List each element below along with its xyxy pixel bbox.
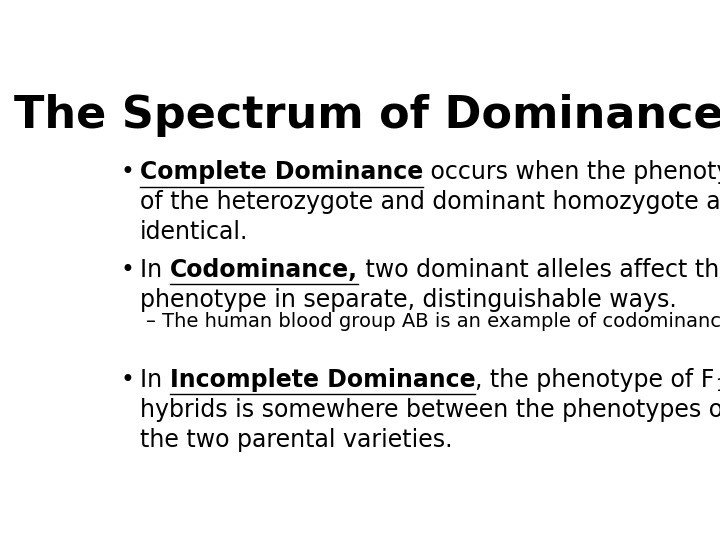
Text: Complete Dominance: Complete Dominance [140, 160, 423, 185]
Text: occurs when the phenotypes: occurs when the phenotypes [423, 160, 720, 185]
Text: 1: 1 [715, 377, 720, 395]
Text: Codominance,: Codominance, [170, 258, 358, 282]
Text: of the heterozygote and dominant homozygote are: of the heterozygote and dominant homozyg… [140, 191, 720, 214]
Text: The Spectrum of Dominance: The Spectrum of Dominance [14, 94, 720, 137]
Text: •: • [121, 160, 135, 185]
Text: identical.: identical. [140, 220, 248, 244]
Text: •: • [121, 258, 135, 282]
Text: In: In [140, 258, 170, 282]
Text: two dominant alleles affect the: two dominant alleles affect the [358, 258, 720, 282]
Text: •: • [121, 368, 135, 393]
Text: hybrids is somewhere between the phenotypes of: hybrids is somewhere between the phenoty… [140, 399, 720, 422]
Text: phenotype in separate, distinguishable ways.: phenotype in separate, distinguishable w… [140, 288, 677, 312]
Text: , the phenotype of F: , the phenotype of F [475, 368, 715, 393]
Text: In: In [140, 368, 170, 393]
Text: Incomplete Dominance: Incomplete Dominance [170, 368, 475, 393]
Text: the two parental varieties.: the two parental varieties. [140, 428, 453, 452]
Text: – The human blood group AB is an example of codominance.: – The human blood group AB is an example… [145, 312, 720, 331]
